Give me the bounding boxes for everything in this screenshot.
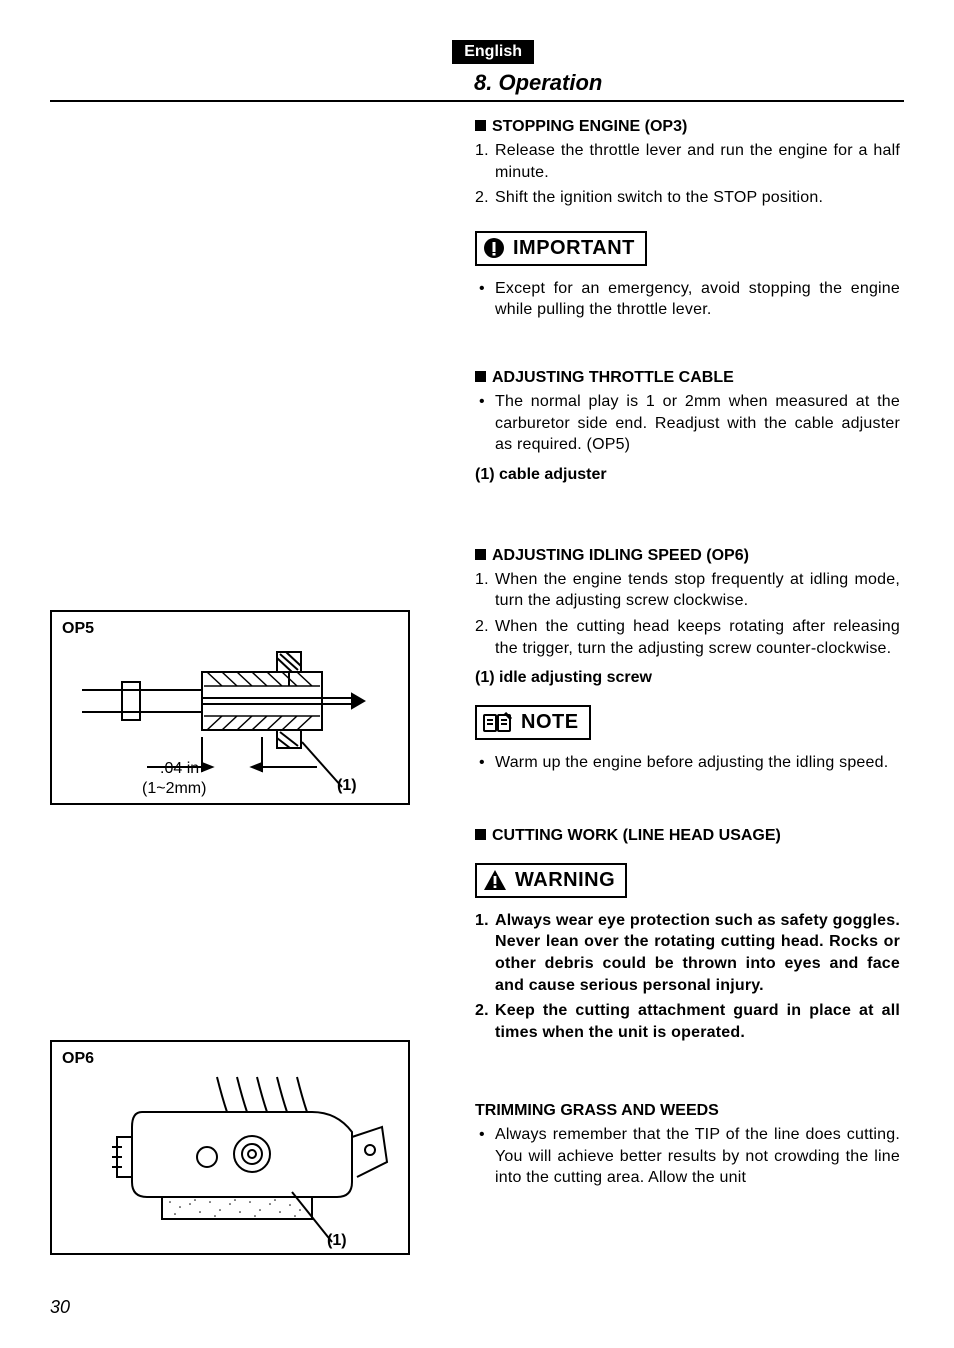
list-item: Except for an emergency, avoid stopping … xyxy=(495,278,900,321)
list-item: 1.Always wear eye protection such as saf… xyxy=(495,910,900,996)
list-item: 2.Shift the ignition switch to the STOP … xyxy=(495,187,900,209)
warning-callout: WARNING xyxy=(475,863,627,898)
list-item: 1.Release the throttle lever and run the… xyxy=(495,140,900,183)
stopping-engine-heading: STOPPING ENGINE (OP3) xyxy=(475,118,900,136)
warning-list: 1.Always wear eye protection such as saf… xyxy=(475,910,900,1044)
list-item-text: Shift the ignition switch to the STOP po… xyxy=(495,189,823,206)
note-label: NOTE xyxy=(521,711,579,734)
list-item-text: Always remember that the TIP of the line… xyxy=(495,1126,900,1186)
list-item: 2.Keep the cutting attachment guard in p… xyxy=(495,1000,900,1043)
figure-op6-label: OP6 xyxy=(62,1050,94,1068)
idling-speed-list: 1.When the engine tends stop frequently … xyxy=(475,569,900,659)
warning-icon xyxy=(483,869,507,891)
list-item-text: Always wear eye protection such as safet… xyxy=(495,912,900,994)
trimming-heading: TRIMMING GRASS AND WEEDS xyxy=(475,1102,900,1120)
page-number: 30 xyxy=(50,1297,70,1318)
figure-op6: OP6 xyxy=(50,1040,410,1255)
throttle-cable-heading: ADJUSTING THROTTLE CABLE xyxy=(475,369,900,387)
list-item-text: Keep the cutting attachment guard in pla… xyxy=(495,1002,900,1041)
important-callout: IMPORTANT xyxy=(475,231,647,266)
figure-op6-callout: (1) xyxy=(327,1232,347,1250)
trimming-list: Always remember that the TIP of the line… xyxy=(475,1124,900,1189)
idling-speed-title-text: ADJUSTING IDLING SPEED (OP6) xyxy=(492,547,749,564)
throttle-cable-legend: (1) cable adjuster xyxy=(475,466,900,484)
stopping-engine-title-text: STOPPING ENGINE (OP3) xyxy=(492,118,687,135)
note-icon xyxy=(483,712,513,734)
idling-speed-legend: (1) idle adjusting screw xyxy=(475,669,900,687)
list-item-text: Warm up the engine before adjusting the … xyxy=(495,754,888,771)
note-list: Warm up the engine before adjusting the … xyxy=(475,752,900,774)
cutting-work-title-text: CUTTING WORK (LINE HEAD USAGE) xyxy=(492,827,781,844)
header-rule xyxy=(50,100,904,102)
warning-label: WARNING xyxy=(515,869,615,892)
list-item: Warm up the engine before adjusting the … xyxy=(495,752,900,774)
chapter-title: 8. Operation xyxy=(474,70,904,96)
figure-op6-container: OP6 xyxy=(50,575,410,790)
figure-op6-svg xyxy=(52,1042,412,1257)
figure-op5-container: OP5 xyxy=(50,360,410,555)
info-icon xyxy=(483,237,505,259)
list-item: The normal play is 1 or 2mm when measure… xyxy=(495,391,900,456)
note-callout: NOTE xyxy=(475,705,591,740)
throttle-cable-title-text: ADJUSTING THROTTLE CABLE xyxy=(492,369,734,386)
right-column: STOPPING ENGINE (OP3) 1.Release the thro… xyxy=(475,110,900,1189)
list-item-text: The normal play is 1 or 2mm when measure… xyxy=(495,393,900,453)
list-item-text: Except for an emergency, avoid stopping … xyxy=(495,280,900,319)
language-badge: English xyxy=(452,40,534,64)
cutting-work-heading: CUTTING WORK (LINE HEAD USAGE) xyxy=(475,827,900,845)
list-item-text: Release the throttle lever and run the e… xyxy=(495,142,900,181)
manual-page: English 8. Operation OP5 xyxy=(0,0,954,1348)
list-item-text: When the cutting head keeps rotating aft… xyxy=(495,618,900,657)
throttle-cable-list: The normal play is 1 or 2mm when measure… xyxy=(475,391,900,456)
important-label: IMPORTANT xyxy=(513,237,635,260)
list-item: Always remember that the TIP of the line… xyxy=(495,1124,900,1189)
list-item: 1.When the engine tends stop frequently … xyxy=(495,569,900,612)
idling-speed-heading: ADJUSTING IDLING SPEED (OP6) xyxy=(475,547,900,565)
important-list: Except for an emergency, avoid stopping … xyxy=(475,278,900,321)
stopping-engine-list: 1.Release the throttle lever and run the… xyxy=(475,140,900,209)
list-item-text: When the engine tends stop frequently at… xyxy=(495,571,900,610)
list-item: 2.When the cutting head keeps rotating a… xyxy=(495,616,900,659)
